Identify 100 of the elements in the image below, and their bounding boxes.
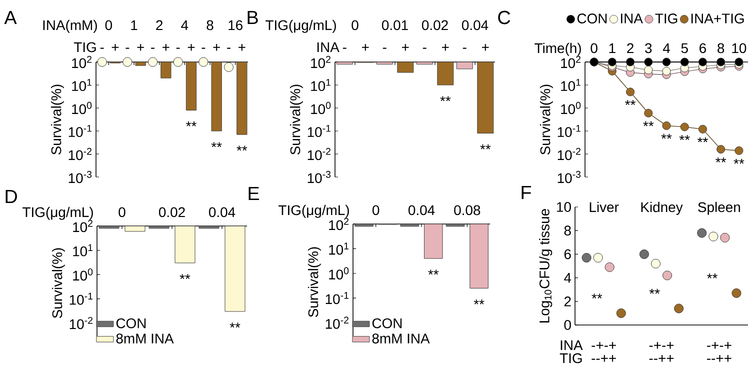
y-tick-label: 10$^{-1}$ [70,292,93,305]
x-tick-label: 8 [718,43,724,54]
text: INA [560,340,583,350]
y-tick-label: 4 [564,273,572,283]
x-tick-label: 1 [131,20,138,30]
annotation: ** [643,121,654,126]
series-label: + [112,44,119,51]
x-axis-title: TIG(μg/mL) [278,204,349,218]
text: --++ [649,354,674,362]
text: + [188,44,195,51]
x-tick-label: 0 [372,205,380,216]
y-tick-label: 10$^{-1}$ [308,124,331,138]
x-axis-title: INA(mM) [43,20,97,33]
point [734,146,744,155]
y-tick-label: 10$^{2}$ [329,218,348,230]
x-tick-label: 0.04 [408,205,435,216]
annotation: ** [734,158,744,164]
annotation: ** [236,146,248,151]
text: + [482,44,489,51]
legend-label: CON [577,14,607,24]
x-tick-label: 4 [181,20,188,30]
y-tick-label: 10$^{1}$ [561,78,581,92]
y-tick-label: 8 [564,226,571,236]
annotation: ** [230,322,240,328]
annotation: ** [661,134,672,139]
y-tick-label: 10$^{-2}$ [70,316,92,330]
point [662,121,671,130]
legend-label: CON [372,318,402,328]
x-tick-label: 4 [662,43,670,53]
text: + [402,44,409,51]
point [662,58,671,66]
x-axis-title: TIG(μg/mL) [22,206,93,220]
y-tick-label: 10$^{0}$ [72,102,92,114]
point [680,122,689,132]
chart-title: A [4,10,17,24]
x-tick-label: 0 [352,20,358,30]
point [608,58,616,66]
point [644,108,653,118]
y-tick-label: 10$^{2}$ [561,56,580,68]
annotation: ** [679,135,690,140]
y-tick-label: 10$^{2}$ [311,56,330,68]
y-tick-label: 10$^{-3}$ [308,170,331,184]
annotation: ** [211,142,222,148]
point [716,145,726,154]
text: -+-+ [592,342,616,349]
x-tick-label: 0.04 [462,20,488,30]
series-label: - [100,48,104,49]
series-label: - [342,48,346,49]
point [644,66,653,74]
text: TIG [560,353,582,364]
text: - [422,48,426,49]
annotation: ** [649,288,660,294]
x-tick-label: 1 [609,43,616,53]
point [626,58,635,66]
y-tick-label: 10$^{1}$ [73,244,93,256]
legend-label: TIG [655,14,678,24]
annotation: ** [474,299,484,304]
point [716,58,726,66]
x-tick-label: 2 [627,43,634,53]
y-axis-title: Survival(%) [52,248,65,318]
y-axis-title: Survival(%) [290,84,303,155]
x-tick-label: 0.02 [422,20,448,30]
x-tick-label: 0 [590,43,598,54]
x-tick-label: 10 [732,43,746,54]
y-tick-label: 10$^{-3}$ [558,170,581,184]
text: --++ [592,354,616,362]
text: + [162,44,170,51]
x-tick-label: Kidney [641,202,683,215]
text: --++ [707,354,732,362]
y-tick-label: 10$^{0}$ [561,102,581,114]
y-tick-label: 0 [564,320,571,330]
y-tick-label: 10$^{-2}$ [308,148,330,160]
x-tick-label: 0.08 [454,205,480,216]
x-tick-label: 6 [700,43,706,54]
x-axis-title: Time(h) [534,42,581,56]
text: - [126,48,130,49]
y-tick-label: 10$^{2}$ [73,220,92,232]
y-tick-label: 10$^{-3}$ [68,170,92,184]
x-tick-label: 0.02 [158,207,185,218]
legend-label: CON [116,318,146,328]
x-tick-label: 3 [645,43,652,54]
text: - [462,48,466,49]
y-tick-label: 10$^{-2}$ [558,148,580,160]
legend-label: INA [620,14,643,24]
text: - [151,48,154,49]
y-axis-title: Survival(%) [308,247,321,318]
chart-title: F [522,186,531,199]
text: -+-+ [707,342,732,349]
annotation: ** [186,121,196,126]
annotation: ** [480,144,491,150]
chart-title: E [248,186,260,200]
y-tick-label: 10$^{-1}$ [326,292,349,304]
y-tick-label: 10$^{1}$ [329,242,349,255]
x-tick-label: 2 [156,20,163,30]
annotation: ** [428,270,439,275]
annotation: ** [180,274,190,280]
chart-title: C [498,10,510,24]
y-tick-label: 10$^{2}$ [72,56,92,68]
y-tick-label: 10$^{1}$ [311,78,331,92]
y-axis-title: Survival(%) [540,84,553,155]
